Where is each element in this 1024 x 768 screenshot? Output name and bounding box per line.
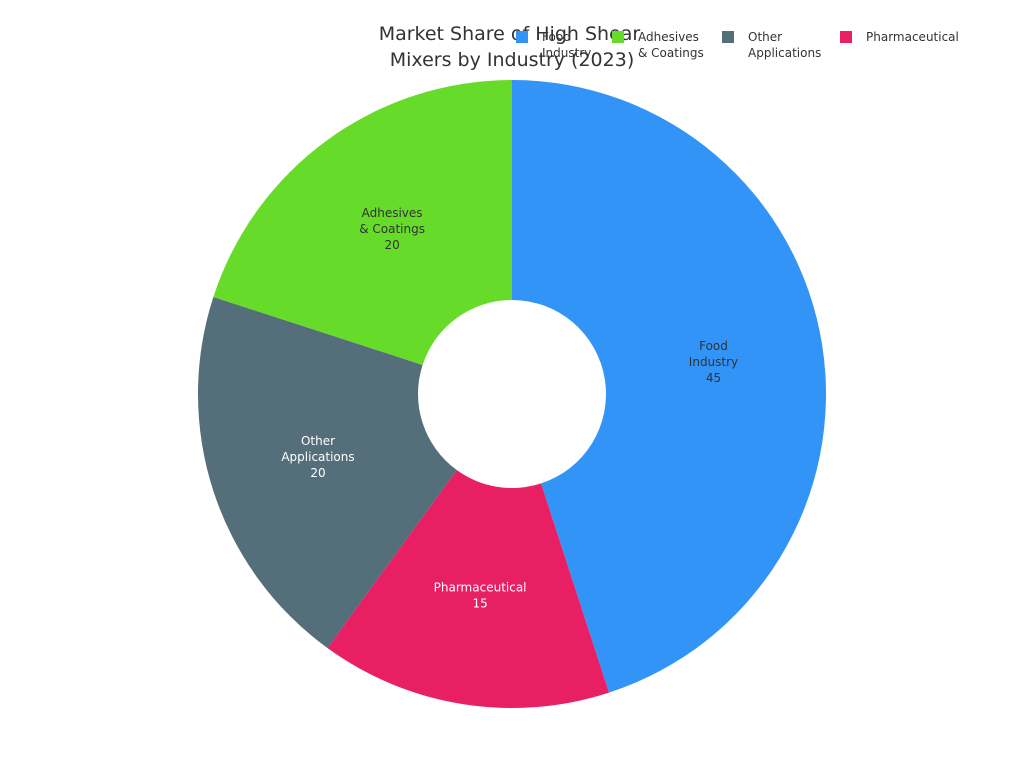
legend-label-line: Other — [748, 30, 782, 44]
chart-title: Market Share of High Shear Mixers by Ind… — [379, 23, 646, 71]
chart-title-line-1: Market Share of High Shear — [379, 23, 641, 45]
slice-label-adhesives-coatings: Adhesives & Coatings 20 — [359, 206, 425, 252]
legend-label-line: Industry — [542, 46, 591, 60]
slice-food-industry — [512, 80, 827, 693]
legend-swatch — [516, 31, 528, 43]
slice-value-label: 20 — [384, 238, 399, 252]
legend-item-adhesives-coatings: Adhesives & Coatings — [612, 30, 704, 60]
slice-pharmaceutical — [327, 470, 610, 708]
legend-label-line: Applications — [748, 46, 821, 60]
legend-swatch — [840, 31, 852, 43]
slice-name-label: Food — [699, 339, 728, 353]
slice-other-applications — [198, 296, 457, 649]
slice-name-label: Industry — [689, 355, 738, 369]
slice-adhesives-coatings — [213, 80, 512, 365]
legend-label-line: Adhesives — [638, 30, 699, 44]
slice-name-label: Other — [301, 434, 335, 448]
legend-item-food-industry: Food Industry — [516, 30, 591, 60]
slice-label-other-applications: Other Applications 20 — [281, 434, 354, 480]
legend-label: Pharmaceutical — [866, 30, 959, 44]
legend-swatch — [722, 31, 734, 43]
slice-value-label: 45 — [706, 371, 721, 385]
chart-title-line-2: Mixers by Industry (2023) — [390, 49, 635, 71]
slice-value-label: 20 — [310, 466, 325, 480]
legend-swatch — [612, 31, 624, 43]
chart-slices — [198, 80, 827, 708]
slice-name-label: & Coatings — [359, 222, 425, 236]
slice-name-label: Adhesives — [362, 206, 423, 220]
legend-label-line: Food — [542, 30, 571, 44]
chart-legend: Food Industry Adhesives & Coatings Other Appl… — [516, 30, 959, 60]
slice-labels: Food Industry 45 Pharmaceutical 15 Other Appli… — [281, 206, 738, 611]
legend-label: Other Applications — [748, 30, 821, 60]
slice-name-label: Pharmaceutical — [434, 580, 527, 594]
legend-label-line: Pharmaceutical — [866, 30, 959, 44]
slice-label-pharmaceutical: Pharmaceutical 15 — [434, 580, 527, 610]
slice-value-label: 15 — [472, 596, 487, 610]
legend-label: Adhesives & Coatings — [638, 30, 704, 60]
slice-name-label: Applications — [281, 450, 354, 464]
legend-item-pharmaceutical: Pharmaceutical — [840, 30, 959, 44]
legend-label: Food Industry — [542, 30, 591, 60]
slice-label-food-industry: Food Industry 45 — [689, 339, 738, 385]
legend-label-line: & Coatings — [638, 46, 704, 60]
legend-item-other-applications: Other Applications — [722, 30, 821, 60]
